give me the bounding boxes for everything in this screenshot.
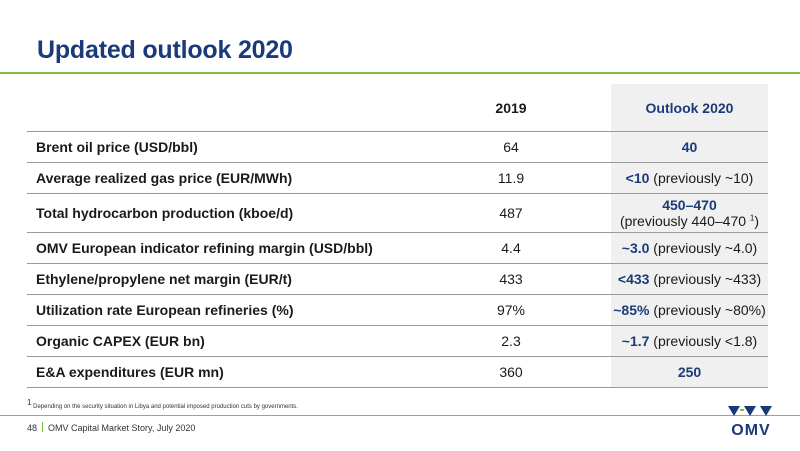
outlook-value: <433 — [617, 271, 650, 287]
logo-text: OMV — [731, 422, 771, 439]
table-row: Total hydrocarbon production (kboe/d) 48… — [27, 193, 768, 233]
omv-logo-icon — [728, 406, 772, 416]
footnote-text: Depending on the security situation in L… — [31, 404, 298, 410]
outlook-previous-close: ) — [754, 213, 760, 229]
header-label — [27, 84, 411, 132]
footnote: 1 Depending on the security situation in… — [27, 398, 298, 410]
row-label: Average realized gas price (EUR/MWh) — [27, 162, 411, 194]
outlook-value: ~1.7 — [621, 333, 650, 349]
footer-text: OMV Capital Market Story, July 2020 — [48, 423, 196, 433]
row-label: Organic CAPEX (EUR bn) — [27, 325, 411, 357]
outlook-previous: (previously ~4.0) — [649, 240, 758, 256]
value-2019: 11.9 — [411, 162, 611, 194]
footer-divider — [0, 415, 800, 416]
outlook-previous: (previously <1.8) — [649, 333, 758, 349]
outlook-value: ~3.0 — [621, 240, 650, 256]
page-title: Updated outlook 2020 — [37, 36, 293, 64]
row-label: Total hydrocarbon production (kboe/d) — [27, 193, 411, 233]
value-outlook: 450–470 (previously 440–470 1) — [611, 193, 768, 233]
outlook-previous: (previously ~433) — [649, 271, 762, 287]
value-outlook: 250 — [611, 356, 768, 388]
footer-separator — [42, 422, 44, 432]
page-number: 48 — [27, 423, 38, 433]
outlook-value: 450–470 — [662, 197, 717, 213]
outlook-value: ~85% — [613, 302, 650, 318]
footnote-marker: 1 — [27, 398, 32, 407]
table-row: OMV European indicator refining margin (… — [27, 232, 768, 264]
value-outlook: 40 — [611, 131, 768, 163]
row-label: Utilization rate European refineries (%) — [27, 294, 411, 326]
value-2019: 2.3 — [411, 325, 611, 357]
title-divider — [0, 72, 800, 74]
table-header-row: 2019 Outlook 2020 — [27, 84, 768, 132]
value-outlook: <10 (previously ~10) — [611, 162, 768, 194]
value-2019: 64 — [411, 131, 611, 163]
table-row: E&A expenditures (EUR mn) 360 250 — [27, 356, 768, 388]
row-label: Ethylene/propylene net margin (EUR/t) — [27, 263, 411, 295]
header-outlook-2020: Outlook 2020 — [611, 84, 768, 132]
outlook-previous: (previously ~80%) — [649, 302, 766, 318]
value-2019: 433 — [411, 263, 611, 295]
value-2019: 97% — [411, 294, 611, 326]
footer: 48 OMV Capital Market Story, July 2020 — [27, 422, 195, 433]
outlook-value: 40 — [681, 139, 698, 155]
row-label: E&A expenditures (EUR mn) — [27, 356, 411, 388]
value-outlook: ~3.0 (previously ~4.0) — [611, 232, 768, 264]
outlook-value: <10 — [625, 170, 650, 186]
value-outlook: <433 (previously ~433) — [611, 263, 768, 295]
value-outlook: ~85% (previously ~80%) — [611, 294, 768, 326]
outlook-previous: (previously 440–470 — [619, 213, 747, 229]
table-row: Utilization rate European refineries (%)… — [27, 294, 768, 326]
footnote-ref: 1 — [749, 213, 755, 223]
value-outlook: ~1.7 (previously <1.8) — [611, 325, 768, 357]
table-row: Average realized gas price (EUR/MWh) 11.… — [27, 162, 768, 194]
outlook-table: 2019 Outlook 2020 Brent oil price (USD/b… — [27, 84, 768, 388]
value-2019: 360 — [411, 356, 611, 388]
table-row: Ethylene/propylene net margin (EUR/t) 43… — [27, 263, 768, 295]
value-2019: 487 — [411, 193, 611, 233]
outlook-value: 250 — [677, 364, 702, 380]
value-2019: 4.4 — [411, 232, 611, 264]
outlook-previous: (previously ~10) — [649, 170, 754, 186]
row-label: Brent oil price (USD/bbl) — [27, 131, 411, 163]
table-row: Brent oil price (USD/bbl) 64 40 — [27, 131, 768, 163]
header-2019: 2019 — [495, 99, 527, 116]
row-label: OMV European indicator refining margin (… — [27, 232, 411, 264]
table-row: Organic CAPEX (EUR bn) 2.3 ~1.7 (previou… — [27, 325, 768, 357]
omv-logo: OMV — [726, 404, 776, 440]
